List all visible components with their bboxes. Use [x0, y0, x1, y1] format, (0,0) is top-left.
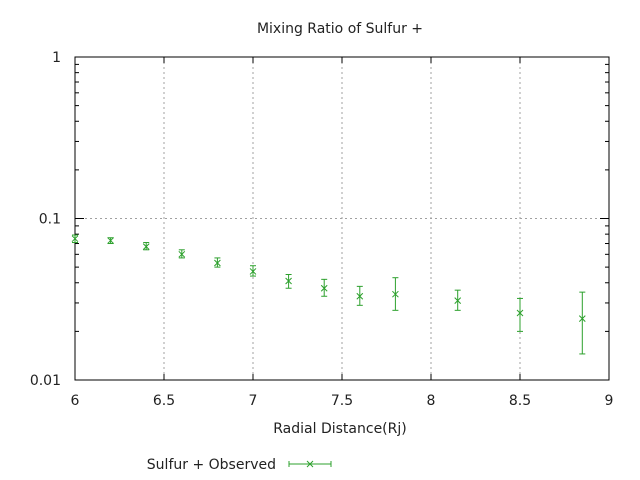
- legend: Sulfur + Observed: [147, 457, 332, 473]
- data-point: [578, 291, 586, 355]
- grid-lines: [75, 57, 609, 380]
- legend-marker: [288, 460, 332, 468]
- legend-x: [306, 460, 314, 468]
- data-point: [320, 278, 328, 297]
- legend-label: Sulfur + Observed: [147, 457, 276, 473]
- data-point: [392, 277, 399, 311]
- y-tick-label: 0.1: [39, 212, 61, 228]
- x-tick-label: 9: [605, 393, 614, 409]
- data-point: [142, 242, 150, 251]
- data-point: [285, 274, 292, 289]
- x-tick-label: 8.5: [509, 393, 531, 409]
- point-marker: [356, 292, 364, 300]
- data-point: [454, 289, 462, 311]
- data-point: [71, 234, 79, 244]
- x-tick-label: 8: [427, 393, 436, 409]
- point-marker: [249, 268, 257, 275]
- chart-title: Mixing Ratio of Sulfur +: [257, 21, 423, 37]
- y-tick-label: 0.01: [30, 373, 61, 389]
- x-tick-label: 6.5: [153, 393, 175, 409]
- point-marker: [454, 297, 462, 304]
- x-tick-label: 6: [71, 393, 80, 409]
- point-marker: [285, 277, 292, 285]
- data-point: [249, 265, 257, 277]
- point-marker: [71, 235, 79, 243]
- data-point: [178, 249, 186, 259]
- x-axis-label: Radial Distance(Rj): [273, 421, 406, 437]
- point-marker: [578, 315, 586, 322]
- point-marker: [178, 250, 186, 258]
- point-marker: [516, 309, 524, 317]
- point-marker: [214, 259, 221, 267]
- data-point: [356, 285, 364, 306]
- point-marker: [107, 237, 114, 244]
- point-marker: [142, 243, 150, 250]
- x-tick-label: 7.5: [331, 393, 353, 409]
- point-marker: [392, 290, 399, 298]
- data-point: [516, 297, 524, 332]
- point-marker: [320, 284, 328, 292]
- data-series: [71, 234, 586, 355]
- x-tick-label: 7: [249, 393, 258, 409]
- data-point: [107, 237, 114, 245]
- data-point: [214, 257, 221, 268]
- axis-ticks: 6 6.5 7 7.5 8 8.5 9 0.01 0.1 1: [30, 50, 614, 409]
- y-tick-label: 1: [52, 50, 61, 66]
